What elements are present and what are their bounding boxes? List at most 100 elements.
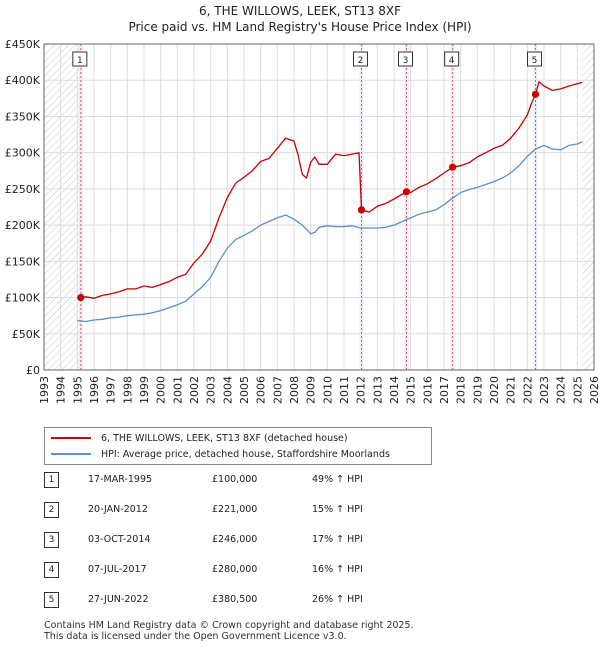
x-tick-label: 1993 — [38, 376, 51, 404]
sale-hpi-change: 15% ↑ HPI — [312, 504, 363, 515]
x-tick-label: 2021 — [505, 376, 518, 404]
sale-date: 27-JUN-2022 — [88, 594, 149, 605]
legend-item-property: 6, THE WILLOWS, LEEK, ST13 8XF (detached… — [51, 430, 348, 446]
hatch-region — [44, 44, 81, 370]
x-tick-label: 2019 — [471, 376, 484, 404]
chart-title: 6, THE WILLOWS, LEEK, ST13 8XF — [198, 4, 402, 18]
grid — [43, 43, 595, 371]
y-tick-label: £450K — [5, 38, 41, 51]
footer-licence: This data is licensed under the Open Gov… — [44, 631, 347, 642]
x-tick-label: 1994 — [55, 376, 68, 404]
sale-date: 03-OCT-2014 — [88, 534, 151, 545]
sale-number: 4 — [44, 562, 59, 578]
x-tick-label: 2017 — [438, 376, 451, 404]
sale-hpi-change: 49% ↑ HPI — [312, 474, 363, 485]
sale-point — [531, 90, 540, 98]
chart-subtitle: Price paid vs. HM Land Registry's House … — [128, 20, 472, 34]
sale-label: 3 — [403, 56, 409, 66]
x-tick-label: 2004 — [221, 376, 234, 404]
legend-label-property: 6, THE WILLOWS, LEEK, ST13 8XF (detached… — [101, 432, 348, 444]
sale-points — [77, 90, 540, 302]
x-tick-label: 1997 — [105, 376, 118, 404]
hatch-region — [582, 44, 594, 370]
table-row: 4 07-JUL-2017 £280,000 16% ↑ HPI — [44, 560, 444, 580]
x-tick-label: 2014 — [388, 376, 401, 404]
table-row: 3 03-OCT-2014 £246,000 17% ↑ HPI — [44, 530, 444, 550]
x-tick-label: 2003 — [205, 376, 218, 404]
y-tick-label: £350K — [5, 110, 41, 123]
sale-price: £380,500 — [212, 594, 258, 605]
sale-band — [450, 44, 455, 370]
x-tick-label: 2015 — [405, 376, 418, 404]
x-tick-label: 2023 — [538, 376, 551, 404]
y-tick-label: £400K — [5, 74, 41, 87]
series-lines — [77, 81, 583, 323]
x-tick-label: 2007 — [271, 376, 284, 404]
hatch-regions — [44, 44, 594, 370]
sale-label: 2 — [358, 56, 364, 66]
x-tick-label: 2020 — [488, 376, 501, 404]
x-tick-label: 2012 — [355, 376, 368, 404]
sale-hpi-change: 16% ↑ HPI — [312, 564, 363, 575]
sale-number: 3 — [44, 532, 59, 548]
y-tick-label: £200K — [5, 219, 41, 232]
sale-label-box — [527, 51, 542, 67]
x-tick-label: 2006 — [255, 376, 268, 404]
x-tick-label: 2000 — [155, 376, 168, 404]
legend-swatch-property — [51, 437, 91, 439]
x-tick-label: 2022 — [521, 376, 534, 404]
y-tick-label: £250K — [5, 183, 41, 196]
hpi-line — [77, 141, 583, 323]
sale-labels: 1 2 3 4 5 — [72, 51, 542, 67]
x-tick-label: 1995 — [71, 376, 84, 404]
y-tick-label: £50K — [12, 328, 41, 341]
sale-price: £280,000 — [212, 564, 258, 575]
sale-bands — [78, 44, 538, 370]
x-tick-label: 2010 — [321, 376, 334, 404]
x-tick-label: 1999 — [138, 376, 151, 404]
sale-band — [533, 44, 538, 370]
sale-label: 4 — [449, 56, 455, 66]
sale-point — [449, 163, 457, 171]
x-tick-label: 2024 — [555, 376, 568, 404]
x-tick-label: 2025 — [571, 376, 584, 404]
x-tick-label: 2005 — [238, 376, 251, 404]
sale-label-box — [398, 51, 413, 67]
x-tick-label: 2008 — [288, 376, 301, 404]
legend-swatch-hpi — [51, 453, 91, 455]
legend-label-hpi: HPI: Average price, detached house, Staf… — [101, 448, 390, 460]
axes: £0 £50K £100K £150K £200K £250K £300K £350K £400… — [5, 38, 600, 404]
sale-point — [77, 293, 85, 302]
x-tick-label: 1998 — [121, 376, 134, 404]
x-tick-label: 2018 — [455, 376, 468, 404]
property-price-line — [80, 81, 583, 299]
sale-date: 20-JAN-2012 — [88, 504, 148, 515]
sale-number: 2 — [44, 502, 59, 518]
plot-frame — [43, 43, 595, 371]
x-tick-label: 2013 — [371, 376, 384, 404]
table-row: 2 20-JAN-2012 £221,000 15% ↑ HPI — [44, 500, 444, 520]
y-tick-label: £100K — [5, 292, 41, 305]
x-tick-label: 2009 — [305, 376, 318, 404]
x-tick-label: 2002 — [188, 376, 201, 404]
sale-price: £246,000 — [212, 534, 258, 545]
footer-copyright: Contains HM Land Registry data © Crown c… — [44, 620, 414, 631]
y-tick-label: £150K — [5, 255, 41, 268]
y-tick-label: £300K — [5, 147, 41, 160]
sale-number: 5 — [44, 592, 59, 608]
price-chart: 1 2 3 4 5 £0 £50K £100K £150K £200K £250K £300K £35… — [5, 38, 600, 404]
sale-hpi-change: 26% ↑ HPI — [312, 594, 363, 605]
sale-price: £100,000 — [212, 474, 258, 485]
sale-hpi-change: 17% ↑ HPI — [312, 534, 363, 545]
sale-price: £221,000 — [212, 504, 258, 515]
sale-point — [402, 188, 411, 196]
sale-label: 1 — [77, 56, 83, 66]
table-row: 1 17-MAR-1995 £100,000 49% ↑ HPI — [44, 470, 444, 490]
sale-label-box — [72, 51, 88, 67]
x-tick-label: 2001 — [171, 376, 184, 404]
sale-band — [404, 44, 409, 370]
x-tick-label: 1996 — [88, 376, 101, 404]
sale-label: 5 — [532, 56, 538, 66]
sale-label-box — [444, 51, 460, 67]
footer: Contains HM Land Registry data © Crown c… — [44, 620, 414, 642]
